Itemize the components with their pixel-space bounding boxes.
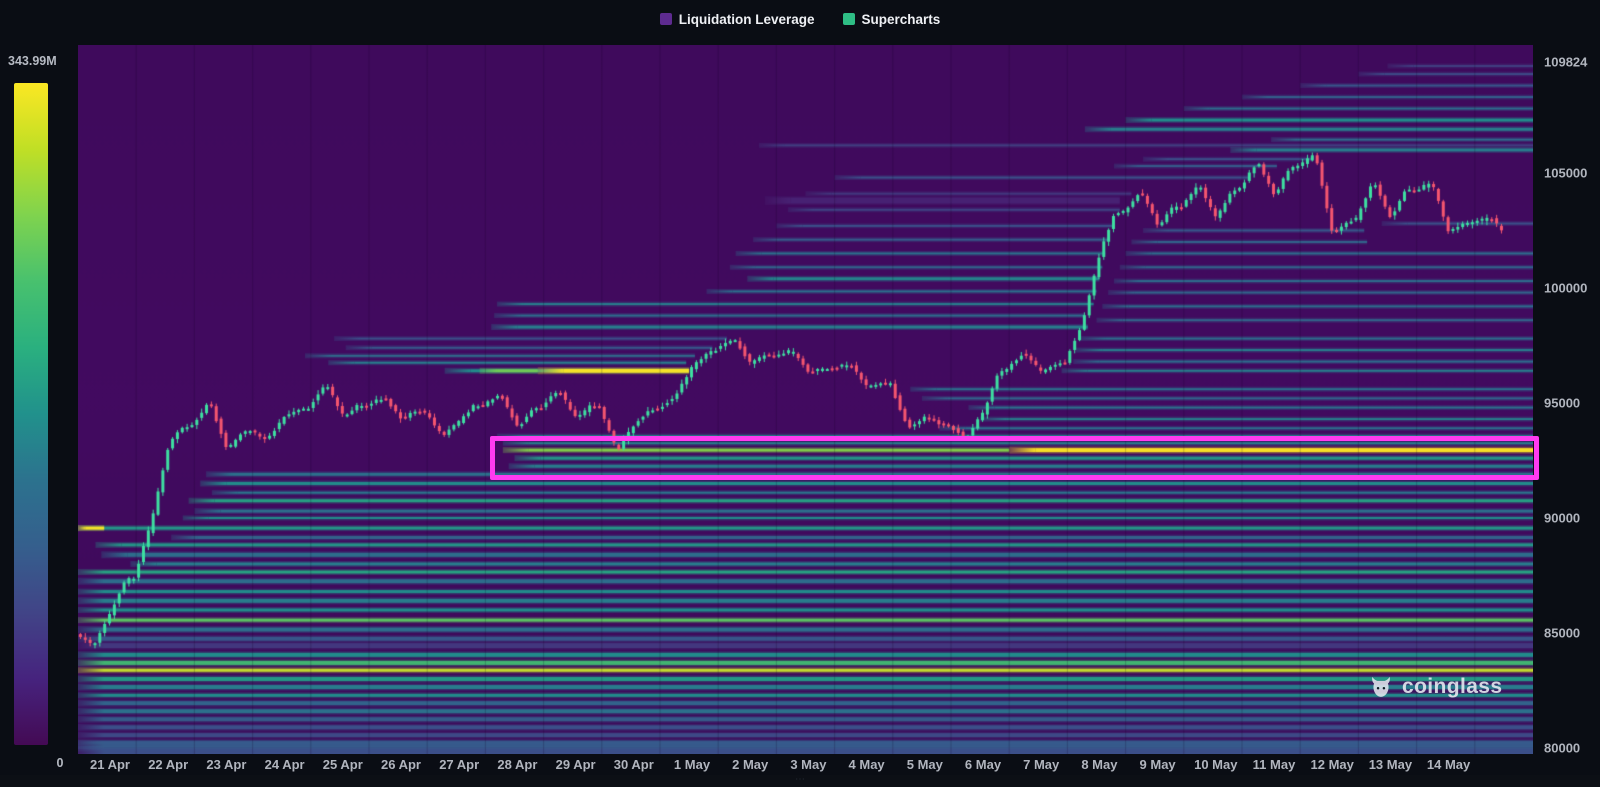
date-tick-label: 4 May (848, 757, 885, 772)
date-tick-label: 14 May (1426, 757, 1471, 772)
date-tick-label: 29 Apr (555, 757, 596, 772)
date-tick-label: 21 Apr (90, 757, 130, 772)
date-tick-label: 10 May (1194, 757, 1238, 772)
date-tick-label: 7 May (1023, 757, 1060, 772)
legend-item-liquidation-leverage[interactable]: Liquidation Leverage (659, 11, 815, 27)
legend-swatch-purple-icon (659, 13, 672, 25)
date-tick-label: 22 Apr (148, 757, 189, 772)
price-tick-label: 90000 (1544, 510, 1581, 526)
price-tick-label: 85000 (1544, 625, 1581, 641)
date-tick-label: 26 Apr (381, 757, 421, 772)
date-tick-label: 23 Apr (206, 757, 247, 772)
date-tick-label: 13 May (1368, 757, 1413, 772)
price-tick-label: 100000 (1544, 280, 1588, 296)
date-tick-label: 8 May (1081, 757, 1118, 772)
date-tick-label: 28 Apr (497, 757, 538, 772)
date-tick-label: 6 May (964, 757, 1002, 772)
chart-legend: Liquidation Leverage Supercharts (0, 0, 1600, 38)
date-tick-label: 5 May (906, 757, 943, 772)
highlight-box[interactable] (490, 436, 1539, 481)
date-tick-label: 11 May (1252, 757, 1296, 772)
coinglass-bull-icon (1372, 676, 1390, 697)
price-tick-label: 95000 (1544, 395, 1581, 411)
legend-swatch-green-icon (842, 13, 855, 25)
bottom-cropped-strip: ⋯ (0, 775, 1600, 787)
date-tick-label: 24 Apr (264, 757, 305, 772)
date-tick-label: 25 Apr (322, 757, 363, 772)
price-tick-label: 80000 (1544, 740, 1581, 756)
coinglass-watermark-text: coinglass (1402, 675, 1503, 698)
legend-label: Supercharts (861, 11, 941, 27)
legend-label: Liquidation Leverage (678, 11, 815, 27)
date-tick-label: 9 May (1139, 757, 1176, 772)
colorbar-max-label: 343.99M (8, 54, 57, 68)
price-tick-label: 109824 (1544, 54, 1588, 70)
date-tick-label: 12 May (1310, 757, 1354, 772)
date-tick-label: 2 May (732, 757, 769, 772)
colorbar-min-label: 0 (56, 756, 64, 770)
date-tick-label: 3 May (790, 757, 827, 772)
heatmap-chart-canvas[interactable] (78, 45, 1533, 754)
legend-item-supercharts[interactable]: Supercharts (842, 11, 941, 27)
date-tick-label: 27 Apr (439, 757, 480, 772)
colorbar-gradient (14, 83, 48, 745)
date-tick-label: 30 Apr (613, 757, 654, 772)
price-tick-label: 105000 (1544, 165, 1588, 181)
coinglass-watermark: coinglass (1368, 674, 1502, 700)
date-tick-label: 1 May (673, 757, 711, 772)
